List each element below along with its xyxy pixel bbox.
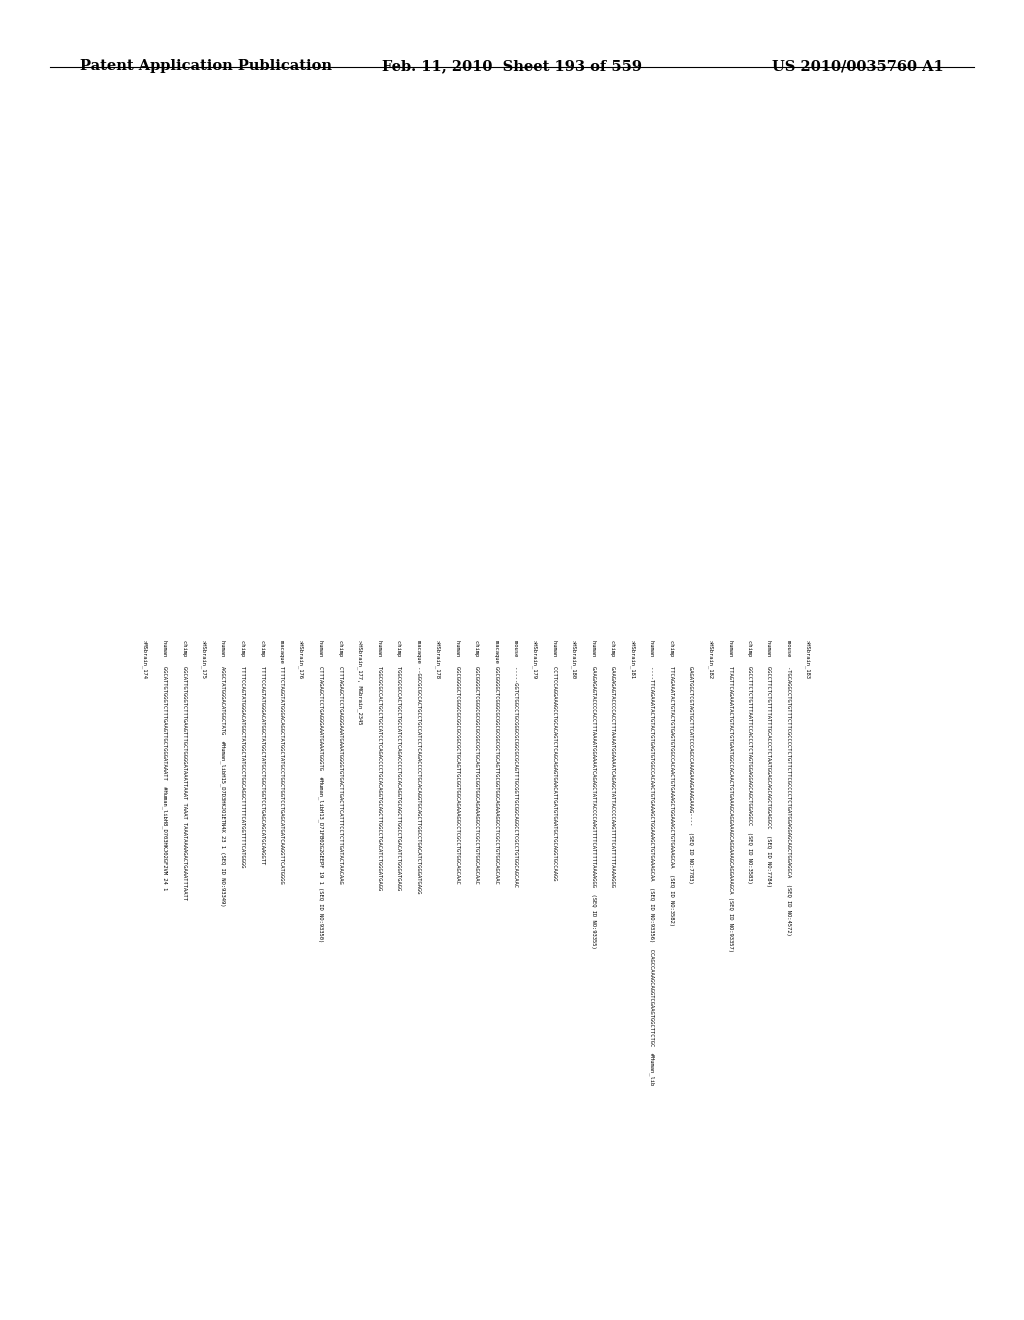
Text: chimp   GGCGGGGCTCGGGCGCGGCGCGGCGCTGCAGTTGCGGTGGCAGAAAGGCCTCGCCTGTGGCAGCAAC: chimp GGCGGGGCTCGGGCGCGGCGCGGCGCTGCAGTTG… (474, 640, 479, 884)
Text: human   ----TTCAGAAATACTGTACTGTGAGTGTGGCCACAACTGTGAAAGCTGGAAAGCTGTGAAAGCAA  (SEQ: human ----TTCAGAAATACTGTACTGTGAGTGTGGCCA… (649, 640, 654, 1085)
Text: >HSbrain_180: >HSbrain_180 (571, 640, 577, 678)
Text: chimp   GGCATTGTGGGTCTTTGAAGTTTGCTGGGGATAAATTAAAT TAAAT TAAATAAAAGACTGAAATTTAATT: chimp GGCATTGTGGGTCTTTGAAGTTTGCTGGGGATAA… (181, 640, 186, 900)
Text: chimp   TTTTCCAGTATGGGACATGGCTATGGCTATGCCTGGCAGGCTTTTTCATGGTTTTCATGGGG: chimp TTTTCCAGTATGGGACATGGCTATGGCTATGCCT… (240, 640, 245, 867)
Text: >HSbrain_177, MGbrain_2345: >HSbrain_177, MGbrain_2345 (356, 640, 362, 725)
Text: Feb. 11, 2010  Sheet 193 of 559: Feb. 11, 2010 Sheet 193 of 559 (382, 59, 642, 74)
Text: Patent Application Publication: Patent Application Publication (80, 59, 332, 74)
Text: human   TTAGTTCAGAAATACTGTACTGTGAATGGCCACAACTGTGAAAGCAGGAAAGCAGGAAAGCAGGAAAGCA (: human TTAGTTCAGAAATACTGTACTGTGAATGGCCACA… (727, 640, 732, 952)
Text: human   CCTTCCAGGAAAGCCTGCACAGTCTCAGCAGAGTGAACATTGATGTGAATGCTGCAGGTGCCAAGG: human CCTTCCAGGAAAGCCTGCACAGTCTCAGCAGAGT… (552, 640, 557, 880)
Text: macaque --GGCGCGCCACTGCCTGCCATCCTCAGACCCCTGCACAGGTGCAGCTTGGCCTGACATCTGGGATGAGG: macaque --GGCGCGCCACTGCCTGCCATCCTCAGACCC… (416, 640, 421, 894)
Text: human   CTTTAGAGCTCCTGAGGGAAATGAAATGGGTG  #Human_libH13_D71FB02G2GEEPF 19 1 (SEQ: human CTTTAGAGCTCCTGAGGGAAATGAAATGGGTG #… (317, 640, 324, 942)
Text: macaque TTTTCTAGGTATGGGACAGGCTATGGCTATGCCTGGCTGGTCCTGAGCATGATCAAGGTTCATGGGG: macaque TTTTCTAGGTATGGGACAGGCTATGGCTATGC… (279, 640, 284, 884)
Text: US 2010/0035760 A1: US 2010/0035760 A1 (772, 59, 944, 74)
Text: >HSbrain_179: >HSbrain_179 (532, 640, 538, 678)
Text: chimp   TTTTCCAGTATGGGACATGGCTATGGCTATGCCTGGCTGGTCCTGAGCAGCATGCAAGGTT: chimp TTTTCCAGTATGGGACATGGCTATGGCTATGCCT… (259, 640, 264, 865)
Text: mouse   -----GGTCTGGCCTGCGGGCGCGGCGCGCAGTTTGCGGTTGCGGCAGGCCTCGCCTGTGGCAGCAAC: mouse -----GGTCTGGCCTGCGGGCGCGGCGCGCAGTT… (513, 640, 518, 887)
Text: GAGATGGCTCGTAGTGCTTCATCCCAGCCAAAGAAAGAAAGAAAG----  (SEQ ID NO:7783): GAGATGGCTCGTAGTGCTTCATCCCAGCCAAAGAAAGAAA… (688, 640, 693, 884)
Text: chimp   GGCCTTCTCTGTTTAATTCCACCCTCTAGTGGAGGAGCAGCTGGAGGCC  (SEQ ID NO:3583): chimp GGCCTTCTCTGTTTAATTCCACCCTCTAGTGGAG… (746, 640, 752, 884)
Text: chimp   TTCAGAAATACTGTACTGTGAGTGTGGCCACAACTGTGAAAGCTGGAAAGCTGTGAAAGCAA  (SEQ ID : chimp TTCAGAAATACTGTACTGTGAGTGTGGCCACAAC… (669, 640, 674, 927)
Text: human   GGCATTGTGGGTCTTTGAAGTTGCTGGGATAAATT  #Human_libH8_D703HKJ02GF2VM 24 1: human GGCATTGTGGGTCTTTGAAGTTGCTGGGATAAAT… (162, 640, 167, 890)
Text: chimp   GAAGAGAGTACCCCACCTTTAAAATGGAAAATCAGAGCTATTACCCCAAGTTTTCATTTTTAAAAGGG: chimp GAAGAGAGTACCCCACCTTTAAAATGGAAAATCA… (610, 640, 615, 887)
Text: human   GGCGGGGCTCGGGCGCGGCGCGGCGCTGCAGTTGCGGTGGCAGAAAGGCCTCGCCTGTGGCAGCAAC: human GGCGGGGCTCGGGCGCGGCGCGGCGCTGCAGTTG… (455, 640, 460, 884)
Text: human   GAAGAGAGTACCCCACCTTTAAAATGGAAAATCAGAGCTATTACCCCAAGTTTTCATTTTTAAAAGGG  (S: human GAAGAGAGTACCCCACCTTTAAAATGGAAAATCA… (591, 640, 596, 949)
Text: chimp   TGGCGCGCCACTGCCTGCCATCCTCAGACCCCTGCACAGGTGCAGCTTGGCCTGACATCTGGGATGAGG: chimp TGGCGCGCCACTGCCTGCCATCCTCAGACCCCTG… (396, 640, 401, 890)
Text: human   GGCCTTCTCTGTTTTATTTGCACCCTCTAATGGAGCAGCAGCTGGAGGCC  (SEQ ID NO:7784): human GGCCTTCTCTGTTTTATTTGCACCCTCTAATGGA… (767, 640, 771, 887)
Text: chimp   CTTTAGAGCTCCTGAGGGAAATGAAATGGGGTGTGACTTGACTTCATTTCCTCTTGATACTAACAAG: chimp CTTTAGAGCTCCTGAGGGAAATGAAATGGGGTGT… (338, 640, 342, 884)
Text: mouse   -TGCAGGCCTGTGTTTCTTCGCCCCTCTGTTCTTCGCCCCTCTGATGGAGGAGCAGCTGGAGGCA  (SEQ : mouse -TGCAGGCCTGTGTTTCTTCGCCCCTCTGTTCTT… (786, 640, 791, 936)
Text: >MSbrain_174: >MSbrain_174 (142, 640, 147, 678)
Text: >HSbrain_175: >HSbrain_175 (201, 640, 206, 678)
Text: >HSbrain_178: >HSbrain_178 (435, 640, 440, 678)
Text: >HSbrain_181: >HSbrain_181 (630, 640, 635, 678)
Text: human   TGGCGCGCCACTGCCTGCCATCCTCAGACCCCTGCACAGGTGCAGCTTGGCCTGACATCTGGGATGAGG: human TGGCGCGCCACTGCCTGCCATCCTCAGACCCCTG… (377, 640, 382, 890)
Text: >HSbrain_183: >HSbrain_183 (805, 640, 811, 678)
Text: >HSbrain_182: >HSbrain_182 (708, 640, 714, 678)
Text: macaque GGCGGGGCTCGGGCGCGGCGCGGCGCTGCAGTTGCGGTGGCAGAAAGGCCTCGCCTGTGGCAGCAAC: macaque GGCGGGGCTCGGGCGCGGCGCGGCGCTGCAGT… (494, 640, 499, 884)
Text: >HSbrain_176: >HSbrain_176 (298, 640, 304, 678)
Text: human   AGGCTATGGGACATGGCTATG  #Human_libH15_D7D3HKJO1ETN4X 23 1 (SEQ ID NO:9334: human AGGCTATGGGACATGGCTATG #Human_libH1… (220, 640, 226, 907)
